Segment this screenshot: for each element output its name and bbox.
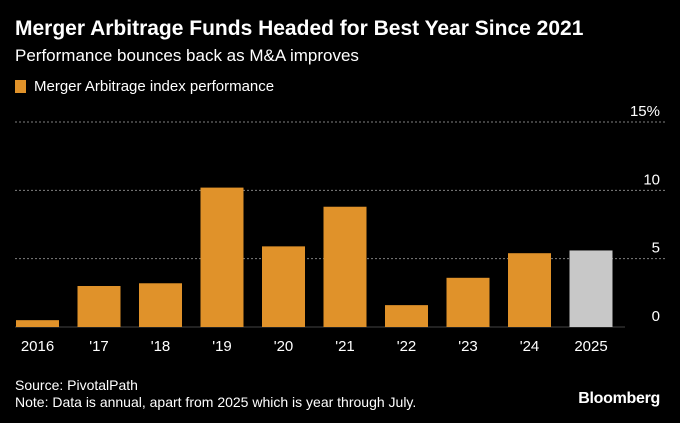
legend-swatch (15, 80, 26, 93)
x-tick-label: '17 (89, 338, 109, 355)
bar (385, 305, 428, 327)
bar (446, 277, 490, 327)
y-tick-label: 5 (652, 240, 660, 257)
chart-title: Merger Arbitrage Funds Headed for Best Y… (15, 17, 584, 40)
x-tick-label: '18 (151, 338, 171, 355)
source-note: Source: PivotalPath (15, 377, 138, 393)
x-tick-label: '20 (274, 338, 294, 355)
brand-logo: Bloomberg (578, 390, 660, 407)
bar (323, 206, 367, 327)
bar (16, 320, 59, 327)
x-tick-label: 2025 (574, 338, 607, 355)
legend: Merger Arbitrage index performance (15, 78, 274, 95)
legend-label: Merger Arbitrage index performance (34, 78, 275, 95)
y-tick-label: 15% (630, 103, 660, 120)
bar (77, 286, 121, 327)
chart-footer: Source: PivotalPath Note: Data is annual… (15, 377, 416, 411)
bar (508, 253, 551, 327)
data-note: Note: Data is annual, apart from 2025 wh… (15, 394, 417, 410)
chart-subtitle: Performance bounces back as M&A improves (15, 46, 359, 65)
x-tick-label: '21 (335, 338, 355, 355)
bar (262, 246, 305, 327)
x-tick-label: '23 (458, 338, 478, 355)
bar-chart: 0 5 10 15% 2016 '17 '18 '19 '20 '21 '22 '23 '24 2025 (15, 103, 665, 355)
bar (139, 283, 182, 327)
y-tick-label: 0 (652, 308, 660, 325)
y-tick-label: 10 (643, 171, 660, 188)
x-tick-label: '24 (520, 338, 540, 355)
bar (569, 250, 613, 327)
x-tick-label: '22 (397, 338, 417, 355)
x-tick-label: 2016 (21, 338, 54, 355)
x-tick-label: '19 (212, 338, 232, 355)
bar (200, 187, 244, 327)
